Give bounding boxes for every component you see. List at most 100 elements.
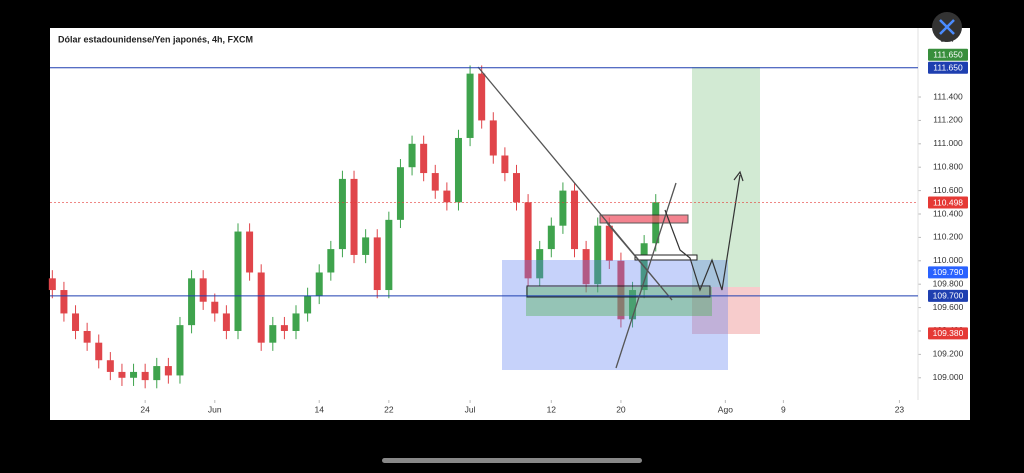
trend-line	[605, 221, 673, 301]
stop-zone	[692, 287, 760, 334]
box-outline	[526, 285, 711, 298]
candle-body	[211, 301, 219, 314]
price-badge	[928, 48, 968, 61]
y-tick-label: 111.400	[933, 91, 963, 101]
candle-body	[153, 366, 161, 381]
green-zone	[526, 287, 712, 316]
candle-body	[83, 330, 91, 343]
close-icon	[939, 19, 955, 35]
candle-body	[373, 237, 381, 291]
candle-body	[280, 325, 288, 331]
candle-body	[594, 225, 602, 285]
price-badge-label: 110.498	[933, 197, 963, 207]
y-tick-label: 110.000	[933, 255, 963, 265]
y-tick-label: 109.800	[933, 278, 964, 288]
candle-body	[396, 167, 404, 220]
candle-body	[559, 190, 567, 226]
candle-body	[605, 225, 613, 261]
price-badge-label: 109.380	[933, 328, 964, 338]
arrow-head	[733, 170, 744, 182]
candle-body	[547, 225, 555, 250]
candle-body	[199, 278, 207, 302]
x-tick-label: Jul	[465, 404, 476, 414]
candle-body	[106, 360, 114, 372]
candle-body	[512, 173, 520, 203]
chart-panel	[50, 28, 970, 420]
candle-body	[304, 295, 312, 314]
candle-body	[222, 313, 230, 331]
candle-body	[443, 190, 451, 203]
price-badge-label: 111.650	[933, 63, 963, 73]
y-tick-label: 109.000	[933, 372, 964, 382]
y-tick-label: 110.200	[933, 232, 963, 242]
candle-body	[164, 366, 172, 376]
x-tick-label: 14	[314, 404, 324, 414]
candle-body	[489, 120, 497, 156]
candle-body	[315, 272, 323, 296]
candle-body	[431, 173, 439, 191]
candle-body	[130, 371, 138, 378]
candle-body	[188, 278, 196, 326]
x-tick-label: 24	[140, 404, 150, 414]
candle-body	[420, 143, 428, 174]
candle-body	[269, 325, 277, 343]
x-tick-label: 9	[781, 404, 786, 414]
candle-body	[176, 325, 184, 376]
candle-body	[118, 371, 126, 378]
price-badge	[928, 61, 968, 74]
candle-body	[454, 137, 462, 203]
candle-body	[536, 249, 544, 279]
target-zone	[692, 67, 760, 287]
candle-body	[350, 178, 358, 255]
home-indicator[interactable]	[382, 458, 642, 463]
x-tick-label: 12	[547, 404, 557, 414]
candle-body	[141, 371, 149, 381]
y-tick-label: 111.200	[933, 115, 963, 125]
x-tick-label: Ago	[718, 404, 733, 414]
candle-body	[571, 190, 579, 250]
candle-body	[362, 237, 370, 255]
x-tick-label: 23	[895, 404, 905, 414]
candle-body	[48, 278, 56, 291]
blue-zone	[502, 260, 728, 370]
white-box	[634, 254, 698, 261]
candle-body	[338, 178, 346, 250]
y-tick-label: 110.600	[933, 185, 963, 195]
y-tick-label: 109.600	[933, 302, 964, 312]
candle-body	[466, 73, 474, 138]
y-tick-label: 109.200	[933, 349, 964, 359]
candle-body	[257, 272, 265, 343]
candle-body	[617, 260, 625, 320]
price-badge	[928, 196, 968, 209]
candle-body	[408, 143, 416, 168]
candle-body	[501, 155, 509, 174]
price-badge	[928, 289, 968, 302]
x-tick-label: 22	[384, 404, 394, 414]
price-badge-label: 111.650	[933, 50, 963, 60]
candle-body	[478, 73, 486, 121]
candle-body	[582, 249, 590, 285]
y-tick-label: 110.400	[933, 208, 963, 218]
candle-body	[327, 249, 335, 273]
price-badge	[928, 327, 968, 340]
projection-path	[664, 174, 741, 292]
red-box	[599, 214, 689, 224]
candle-body	[629, 290, 637, 320]
price-badge-label: 109.700	[933, 291, 964, 301]
price-badge-label: 109.790	[933, 267, 964, 277]
chart-title: Dólar estadounidense/Yen japonés, 4h, FX…	[58, 34, 253, 44]
drawings	[477, 66, 760, 370]
candle-body	[72, 313, 80, 331]
x-tick-label: Jun	[208, 404, 222, 414]
candle-body	[385, 219, 393, 291]
candle-body	[95, 342, 103, 361]
x-tick-label: 20	[616, 404, 626, 414]
candles	[48, 65, 660, 389]
price-badge	[928, 266, 968, 279]
y-tick-label: 111.000	[933, 138, 963, 148]
y-tick-label: 110.800	[933, 161, 963, 171]
candle-body	[524, 202, 532, 279]
candle-body	[234, 231, 242, 331]
candle-body	[246, 231, 254, 273]
